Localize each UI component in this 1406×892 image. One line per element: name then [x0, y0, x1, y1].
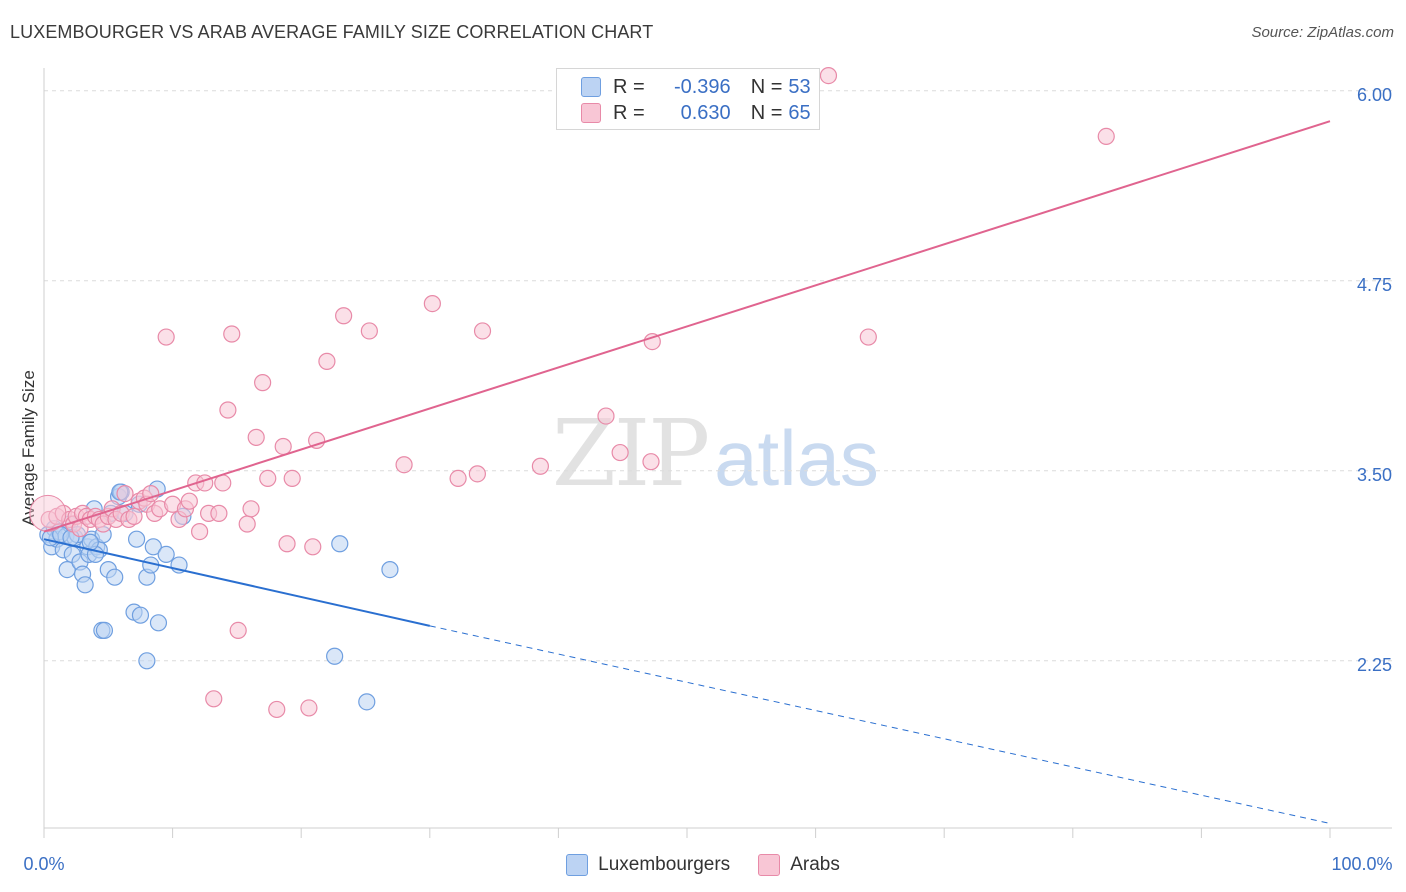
data-point-arabs [274, 437, 292, 456]
legend-r-label: R = [613, 75, 645, 98]
data-point-arabs [238, 515, 256, 533]
data-point-arabs [859, 328, 877, 346]
data-point-arabs [304, 538, 322, 556]
data-point-arabs [259, 469, 277, 487]
legend-n-value: 65 [788, 101, 811, 124]
data-point-arabs [611, 443, 629, 462]
data-point-luxembourgers [358, 693, 376, 711]
legend-r-value: 0.630 [680, 101, 731, 124]
series-legend-item-luxembourgers[interactable]: Luxembourgers [566, 854, 730, 876]
data-point-luxembourgers [106, 568, 124, 586]
y-tick-label: 3.50 [1357, 465, 1392, 485]
data-point-arabs [268, 700, 286, 719]
chart-source: Source: ZipAtlas.com [1251, 24, 1394, 41]
data-point-arabs [180, 492, 198, 510]
data-point-arabs [423, 295, 441, 313]
correlation-legend: R = -0.396 N = 53 R = 0.630 N = 65 [556, 68, 820, 130]
data-point-luxembourgers [131, 606, 150, 624]
data-point-arabs [360, 322, 378, 340]
data-point-arabs [597, 407, 615, 425]
legend-r-value: -0.396 [673, 75, 731, 98]
series-legend: Luxembourgers Arabs [0, 852, 1406, 878]
data-point-arabs [157, 328, 175, 346]
legend-row-luxembourgers: R = -0.396 N = 53 [581, 75, 811, 99]
legend-row-arabs: R = 0.630 N = 65 [581, 101, 811, 125]
data-point-arabs [395, 456, 413, 474]
legend-n-value: 53 [788, 75, 811, 98]
series-legend-item-arabs[interactable]: Arabs [758, 854, 840, 876]
legend-n-label: N = [750, 101, 783, 124]
data-point-arabs [219, 401, 237, 419]
y-tick-label: 6.00 [1357, 85, 1392, 105]
data-point-arabs [223, 325, 241, 343]
data-point-luxembourgers [76, 576, 94, 594]
data-point-arabs [819, 66, 838, 85]
data-point-arabs [229, 621, 247, 640]
data-point-arabs [468, 465, 486, 483]
series-swatch-luxembourgers [566, 854, 589, 876]
legend-r-label: R = [613, 101, 645, 124]
data-point-arabs [283, 469, 301, 487]
chart-title: LUXEMBOURGER VS ARAB AVERAGE FAMILY SIZE… [10, 22, 654, 42]
data-point-luxembourgers [58, 560, 76, 579]
data-point-luxembourgers [127, 530, 146, 548]
series-swatch-arabs [758, 854, 781, 876]
x-tick-label: 100.0% [1331, 854, 1392, 874]
data-point-arabs [278, 535, 296, 553]
data-point-arabs [643, 333, 661, 351]
legend-n-label: N = [750, 75, 783, 98]
trend-line-arabs [43, 120, 1331, 533]
data-point-arabs [1097, 127, 1115, 145]
data-point-arabs [300, 699, 318, 717]
y-axis-label: Average Family Size [19, 370, 38, 526]
y-tick-label: 4.75 [1357, 275, 1392, 295]
data-point-arabs [242, 500, 260, 518]
data-point-luxembourgers [149, 614, 168, 632]
data-point-luxembourgers [381, 560, 399, 579]
data-point-arabs [335, 307, 353, 325]
data-point-arabs [191, 522, 209, 541]
data-point-luxembourgers [326, 647, 344, 665]
data-point-arabs [125, 507, 143, 526]
data-point-arabs [116, 485, 134, 503]
data-point-arabs [531, 457, 549, 475]
data-point-arabs [205, 690, 223, 708]
legend-swatch-luxembourgers [581, 77, 601, 97]
data-point-arabs [210, 504, 228, 522]
legend-swatch-arabs [581, 103, 601, 123]
data-point-arabs [318, 352, 336, 370]
data-point-luxembourgers [95, 621, 114, 640]
data-point-arabs [473, 322, 492, 340]
data-point-arabs [142, 485, 160, 503]
data-point-arabs [642, 453, 660, 471]
data-point-luxembourgers [331, 535, 349, 553]
trend-line-luxembourgers [43, 538, 431, 627]
y-tick-label: 2.25 [1357, 655, 1392, 675]
data-point-luxembourgers [138, 652, 156, 670]
series-legend-label: Luxembourgers [598, 854, 731, 875]
x-tick-label: 0.0% [23, 854, 64, 874]
series-legend-label: Arabs [790, 854, 840, 875]
data-point-arabs [247, 428, 265, 446]
data-point-arabs [308, 431, 326, 449]
data-point-luxembourgers [144, 538, 162, 556]
data-point-luxembourgers [157, 545, 175, 564]
trend-line-luxembourgers [429, 625, 1331, 824]
data-point-arabs [449, 469, 467, 487]
data-point-arabs [254, 374, 272, 392]
